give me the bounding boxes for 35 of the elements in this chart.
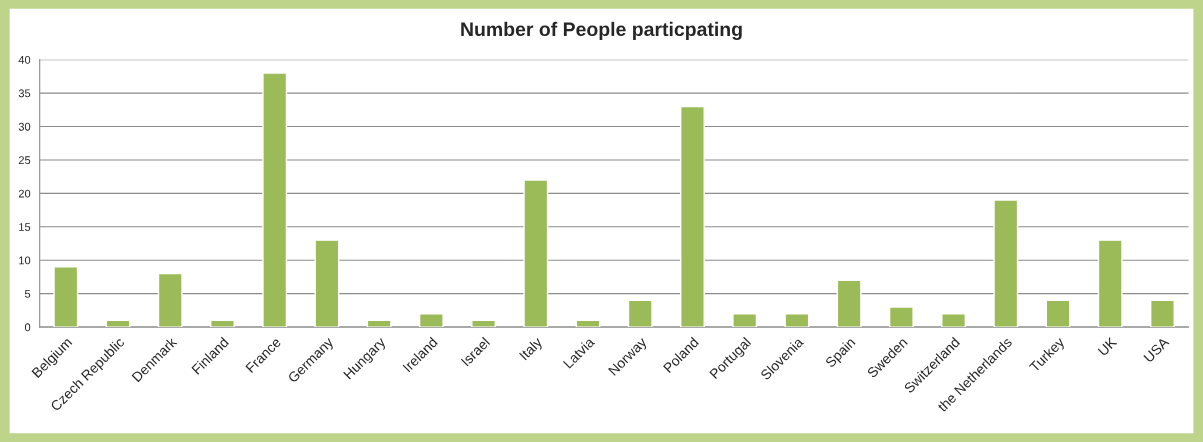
bar: [53, 266, 79, 328]
bar: [732, 313, 758, 328]
bar: [523, 179, 549, 328]
y-tick-label: 5: [24, 290, 31, 298]
bar: [1097, 239, 1123, 328]
bar: [471, 319, 497, 328]
bar: [157, 272, 183, 328]
bar: [575, 319, 601, 328]
x-tick-label: USA: [1143, 336, 1170, 363]
y-tick-label: 30: [18, 122, 31, 131]
bar: [784, 313, 810, 328]
y-tick-label: 25: [18, 156, 31, 165]
x-tick-label: UK: [1097, 336, 1118, 357]
bar: [1150, 299, 1175, 328]
bar: [888, 306, 914, 328]
bar: [366, 319, 392, 328]
chart-title: Number of People particpating: [461, 21, 742, 41]
bar: [680, 105, 705, 328]
y-tick-label: 10: [19, 256, 31, 265]
bar: [262, 72, 288, 328]
bar: [993, 199, 1019, 328]
bar: [836, 279, 862, 328]
y-tick-label: 20: [18, 189, 31, 198]
bar: [1045, 299, 1071, 328]
y-tick-label: 0: [24, 323, 31, 332]
bar: [105, 319, 131, 328]
x-tick-label: Italy: [518, 336, 545, 363]
bar: [314, 239, 340, 328]
bar: [941, 313, 967, 328]
y-tick-label: 35: [18, 89, 31, 98]
bar: [210, 319, 235, 328]
y-tick-label: 40: [18, 55, 31, 64]
y-tick-label: 15: [19, 223, 31, 231]
bar: [627, 299, 653, 328]
bar: [418, 313, 444, 328]
